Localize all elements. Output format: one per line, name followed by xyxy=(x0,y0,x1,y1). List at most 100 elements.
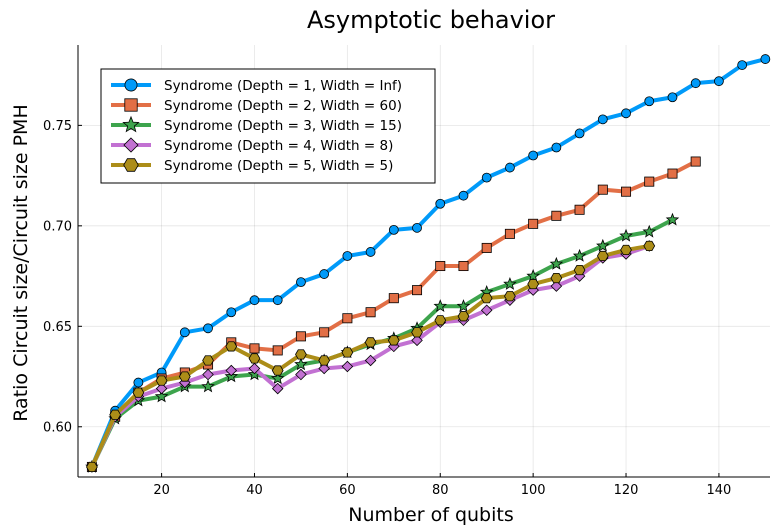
data-point xyxy=(480,304,493,316)
data-point xyxy=(109,409,122,420)
x-tick-label: 120 xyxy=(614,483,639,498)
data-point xyxy=(318,355,331,366)
data-point xyxy=(597,184,608,195)
data-point xyxy=(435,261,446,272)
data-point xyxy=(573,264,586,276)
y-tick-label: 0.75 xyxy=(43,119,72,134)
data-point xyxy=(295,331,306,342)
data-point xyxy=(528,150,539,161)
chart-title: Asymptotic behavior xyxy=(307,6,555,34)
data-point xyxy=(526,268,540,282)
data-point xyxy=(621,186,632,197)
legend-item: Syndrome (Depth = 2, Width = 60) xyxy=(111,98,402,114)
data-point xyxy=(319,327,330,338)
data-point xyxy=(388,293,399,304)
legend-label: Syndrome (Depth = 2, Width = 60) xyxy=(164,98,402,114)
legend: Syndrome (Depth = 1, Width = Inf) Syndrom… xyxy=(100,68,436,184)
data-point xyxy=(434,315,447,326)
data-point xyxy=(457,311,470,322)
series-1 xyxy=(87,54,771,472)
data-point xyxy=(481,242,492,253)
data-point xyxy=(596,250,609,262)
axes xyxy=(77,45,770,478)
data-point xyxy=(572,248,587,262)
data-point xyxy=(458,261,469,272)
data-point xyxy=(643,240,656,252)
data-point xyxy=(642,224,656,238)
data-point xyxy=(295,368,307,381)
data-point xyxy=(690,156,701,167)
legend-item: Syndrome (Depth = 1, Width = Inf) xyxy=(111,78,402,94)
data-point xyxy=(551,210,562,221)
data-point xyxy=(365,247,376,257)
data-point xyxy=(665,212,680,226)
data-point xyxy=(574,128,585,139)
data-point xyxy=(155,375,168,386)
data-point xyxy=(596,238,610,252)
y-tick-label: 0.65 xyxy=(43,320,72,335)
data-point xyxy=(527,279,540,290)
data-point xyxy=(226,307,237,318)
data-point xyxy=(412,222,422,233)
data-point xyxy=(621,108,631,119)
y-tick-label: 0.60 xyxy=(43,420,72,435)
data-point xyxy=(620,244,632,256)
legend-marker xyxy=(123,137,139,153)
data-point xyxy=(365,307,376,318)
data-point xyxy=(503,277,517,290)
data-point xyxy=(435,198,446,209)
data-point xyxy=(225,341,238,352)
data-point xyxy=(364,337,377,348)
data-point xyxy=(411,327,423,338)
data-point xyxy=(388,224,399,235)
data-point xyxy=(504,228,515,239)
data-point xyxy=(551,142,562,153)
data-point xyxy=(155,382,168,395)
data-point xyxy=(480,293,493,304)
y-axis-label: Ratio Circuit size/Circuit size PMH xyxy=(10,104,32,421)
data-point xyxy=(411,334,423,347)
data-point xyxy=(528,218,539,229)
data-point xyxy=(179,327,190,338)
data-point xyxy=(248,362,261,375)
data-point xyxy=(248,353,261,364)
data-point xyxy=(202,355,214,366)
data-point xyxy=(132,387,145,398)
data-point xyxy=(550,280,563,292)
x-axis-label: Number of qubits xyxy=(348,504,514,526)
data-point xyxy=(271,382,284,395)
data-point xyxy=(86,461,98,473)
data-point xyxy=(760,54,771,64)
data-point xyxy=(667,92,678,103)
data-point xyxy=(644,176,655,187)
legend-marker xyxy=(122,115,140,133)
data-point xyxy=(458,190,469,201)
legend-label: Syndrome (Depth = 4, Width = 8) xyxy=(164,138,393,154)
data-point xyxy=(271,365,284,376)
data-point xyxy=(342,313,353,324)
legend-item: Syndrome (Depth = 5, Width = 5) xyxy=(111,158,393,174)
series-line xyxy=(89,159,698,469)
data-point xyxy=(644,96,655,107)
data-point xyxy=(341,347,354,358)
data-point xyxy=(296,277,306,287)
y-tick-label: 0.70 xyxy=(43,219,72,234)
x-tick-label: 20 xyxy=(153,483,170,498)
x-tick-label: 60 xyxy=(339,483,356,498)
legend-label: Syndrome (Depth = 3, Width = 15) xyxy=(164,118,402,134)
data-point xyxy=(619,228,633,242)
x-tick-label: 40 xyxy=(246,483,263,498)
data-point xyxy=(412,285,423,296)
legend-box xyxy=(100,68,436,184)
data-point xyxy=(481,172,492,183)
data-point xyxy=(178,371,191,382)
data-point xyxy=(272,345,283,356)
data-point xyxy=(201,379,215,393)
legend-marker xyxy=(123,158,139,172)
data-point xyxy=(597,114,608,125)
ticks: 20 40 60 80 100 120 140 0.60 0.65 0.70 0.75 xyxy=(43,119,731,498)
data-point xyxy=(387,335,400,346)
data-point xyxy=(154,389,169,403)
